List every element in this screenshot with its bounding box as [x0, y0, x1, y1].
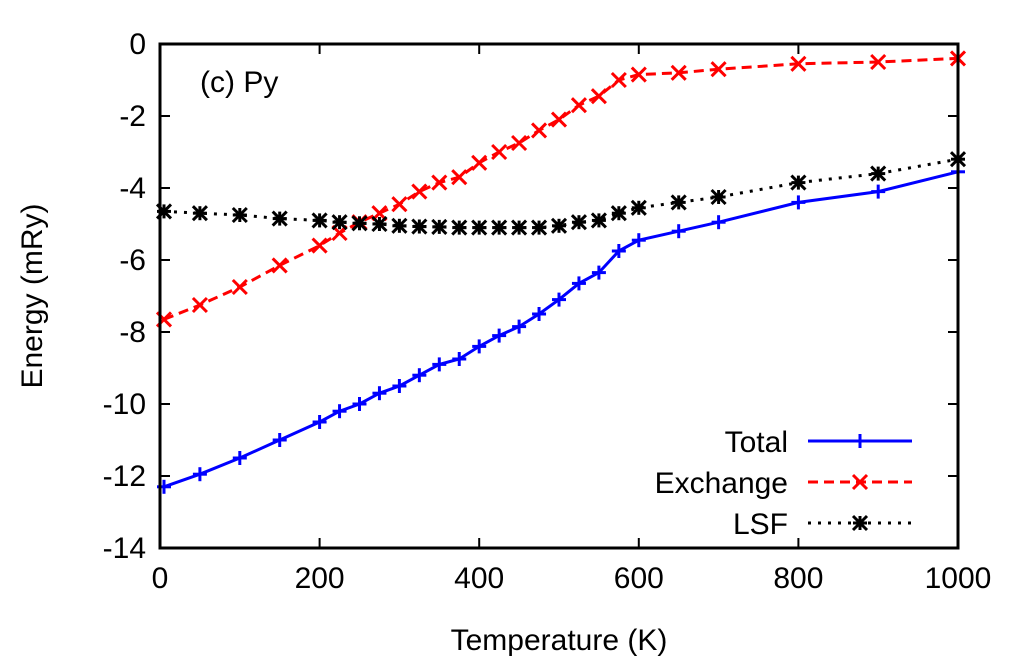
y-tick-label: -6	[119, 244, 146, 277]
x-tick-label: 400	[454, 562, 504, 595]
y-tick-label: -14	[103, 532, 146, 565]
data-point-lsf	[511, 219, 528, 236]
data-point-total	[791, 195, 806, 210]
data-point-lsf	[431, 218, 448, 235]
data-point-exchange	[431, 174, 448, 191]
x-tick-label: 1000	[925, 562, 992, 595]
data-point-exchange	[191, 296, 208, 314]
y-tick-label: -8	[119, 316, 146, 349]
data-point-lsf	[191, 205, 208, 222]
data-point-exchange	[870, 53, 887, 71]
data-point-exchange	[790, 55, 807, 72]
data-point-lsf	[670, 194, 687, 211]
data-point-lsf	[311, 212, 328, 229]
data-point-total	[312, 415, 327, 429]
data-point-total	[432, 357, 447, 372]
data-point-total	[352, 397, 367, 411]
data-point-exchange	[391, 196, 408, 213]
data-point-exchange	[311, 237, 328, 254]
data-point-lsf	[610, 205, 627, 222]
data-point-lsf	[491, 219, 508, 236]
data-point-total	[871, 184, 886, 199]
data-point-total	[372, 386, 387, 401]
plot-frame	[158, 42, 960, 550]
y-tick-label: -4	[119, 172, 146, 205]
legend-marker-lsf	[851, 514, 869, 532]
legend-label-lsf: LSF	[733, 508, 788, 541]
data-point-total	[671, 224, 686, 239]
data-point-exchange	[530, 122, 548, 139]
series-line-exchange	[163, 56, 959, 321]
plot-marks	[155, 50, 967, 494]
data-point-exchange	[491, 143, 508, 161]
data-point-total	[492, 328, 507, 343]
data-point-exchange	[630, 66, 647, 83]
data-point-lsf	[630, 199, 647, 216]
data-point-exchange	[710, 61, 727, 78]
y-tick-label: -2	[119, 100, 146, 133]
data-point-total	[711, 215, 726, 230]
panel-annotation: (c) Py	[200, 66, 278, 99]
data-point-total	[192, 467, 207, 482]
x-tick-label: 0	[152, 562, 169, 595]
data-point-lsf	[351, 215, 368, 232]
axis-ticks: 0 200 400 600 800 1000 0 -2 -4 -6 -8 -10 -12 -14	[103, 28, 992, 595]
data-point-exchange	[550, 111, 568, 128]
data-point-exchange	[451, 169, 468, 186]
data-point-total	[591, 265, 606, 280]
data-point-lsf	[870, 165, 887, 182]
legend-label-total: Total	[725, 426, 788, 459]
data-point-lsf	[550, 217, 568, 234]
y-tick-label: -12	[103, 460, 146, 493]
data-point-lsf	[411, 218, 428, 235]
x-tick-label: 200	[295, 562, 345, 595]
y-tick-label: 0	[129, 28, 146, 61]
data-point-exchange	[511, 134, 528, 152]
data-point-lsf	[231, 206, 248, 224]
data-point-exchange	[411, 183, 428, 200]
data-point-exchange	[231, 278, 248, 296]
data-point-total	[332, 404, 347, 419]
data-point-total	[552, 292, 566, 307]
data-point-exchange	[610, 71, 627, 89]
data-point-total	[412, 368, 427, 383]
data-point-lsf	[710, 188, 727, 206]
data-point-lsf	[271, 210, 288, 227]
data-point-total	[452, 352, 467, 366]
data-point-lsf	[371, 215, 388, 233]
data-point-total	[392, 379, 407, 393]
data-point-total	[512, 319, 527, 334]
data-point-lsf	[331, 214, 348, 231]
x-tick-label: 600	[614, 562, 664, 595]
legend-label-exchange: Exchange	[655, 467, 788, 500]
data-point-exchange	[271, 257, 288, 274]
data-point-lsf	[530, 219, 548, 236]
data-point-total	[571, 276, 586, 291]
x-tick-label: 800	[773, 562, 823, 595]
data-point-total	[232, 451, 247, 465]
data-point-total	[272, 433, 287, 447]
y-tick-label: -10	[103, 388, 146, 421]
data-point-lsf	[790, 174, 807, 191]
data-point-exchange	[670, 64, 687, 81]
data-point-total	[532, 307, 547, 321]
data-point-lsf	[391, 217, 408, 234]
legend-marker-total	[853, 434, 867, 448]
y-axis-label: Energy (mRy)	[16, 203, 49, 388]
data-point-exchange	[590, 88, 607, 105]
data-point-total	[631, 233, 646, 248]
x-axis-label: Temperature (K)	[451, 624, 668, 657]
legend-marker-exchange	[851, 473, 869, 491]
data-point-exchange	[570, 97, 588, 114]
data-point-lsf	[590, 212, 607, 229]
data-point-lsf	[570, 214, 588, 231]
data-point-lsf	[471, 219, 488, 236]
data-point-lsf	[451, 219, 468, 236]
data-point-exchange	[471, 154, 488, 171]
data-point-total	[611, 244, 626, 258]
data-point-total	[472, 339, 487, 354]
legend: Total Exchange LSF	[655, 426, 912, 541]
